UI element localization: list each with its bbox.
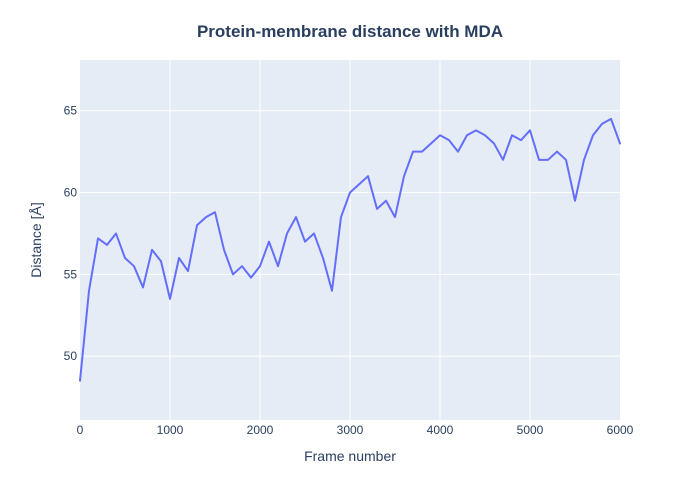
x-tick-label: 5000 <box>517 423 544 437</box>
x-tick-label: 3000 <box>337 423 364 437</box>
y-axis-title: Distance [Å] <box>28 202 44 277</box>
grid-lines <box>80 60 620 420</box>
chart-title: Protein-membrane distance with MDA <box>197 22 503 41</box>
y-tick-label: 55 <box>64 267 78 281</box>
y-tick-label: 60 <box>64 186 78 200</box>
x-axis-title: Frame number <box>304 448 396 464</box>
y-axis-ticks: 50 55 60 65 <box>64 104 78 363</box>
y-tick-label: 50 <box>64 349 78 363</box>
series-line <box>79 117 621 382</box>
x-tick-label: 1000 <box>157 423 184 437</box>
x-axis-ticks: 0 1000 2000 3000 4000 5000 6000 <box>77 423 634 437</box>
x-tick-label: 6000 <box>607 423 634 437</box>
y-tick-label: 65 <box>64 104 78 118</box>
x-tick-label: 4000 <box>427 423 454 437</box>
x-tick-label: 0 <box>77 423 84 437</box>
series-layer <box>79 117 621 382</box>
x-tick-label: 2000 <box>247 423 274 437</box>
